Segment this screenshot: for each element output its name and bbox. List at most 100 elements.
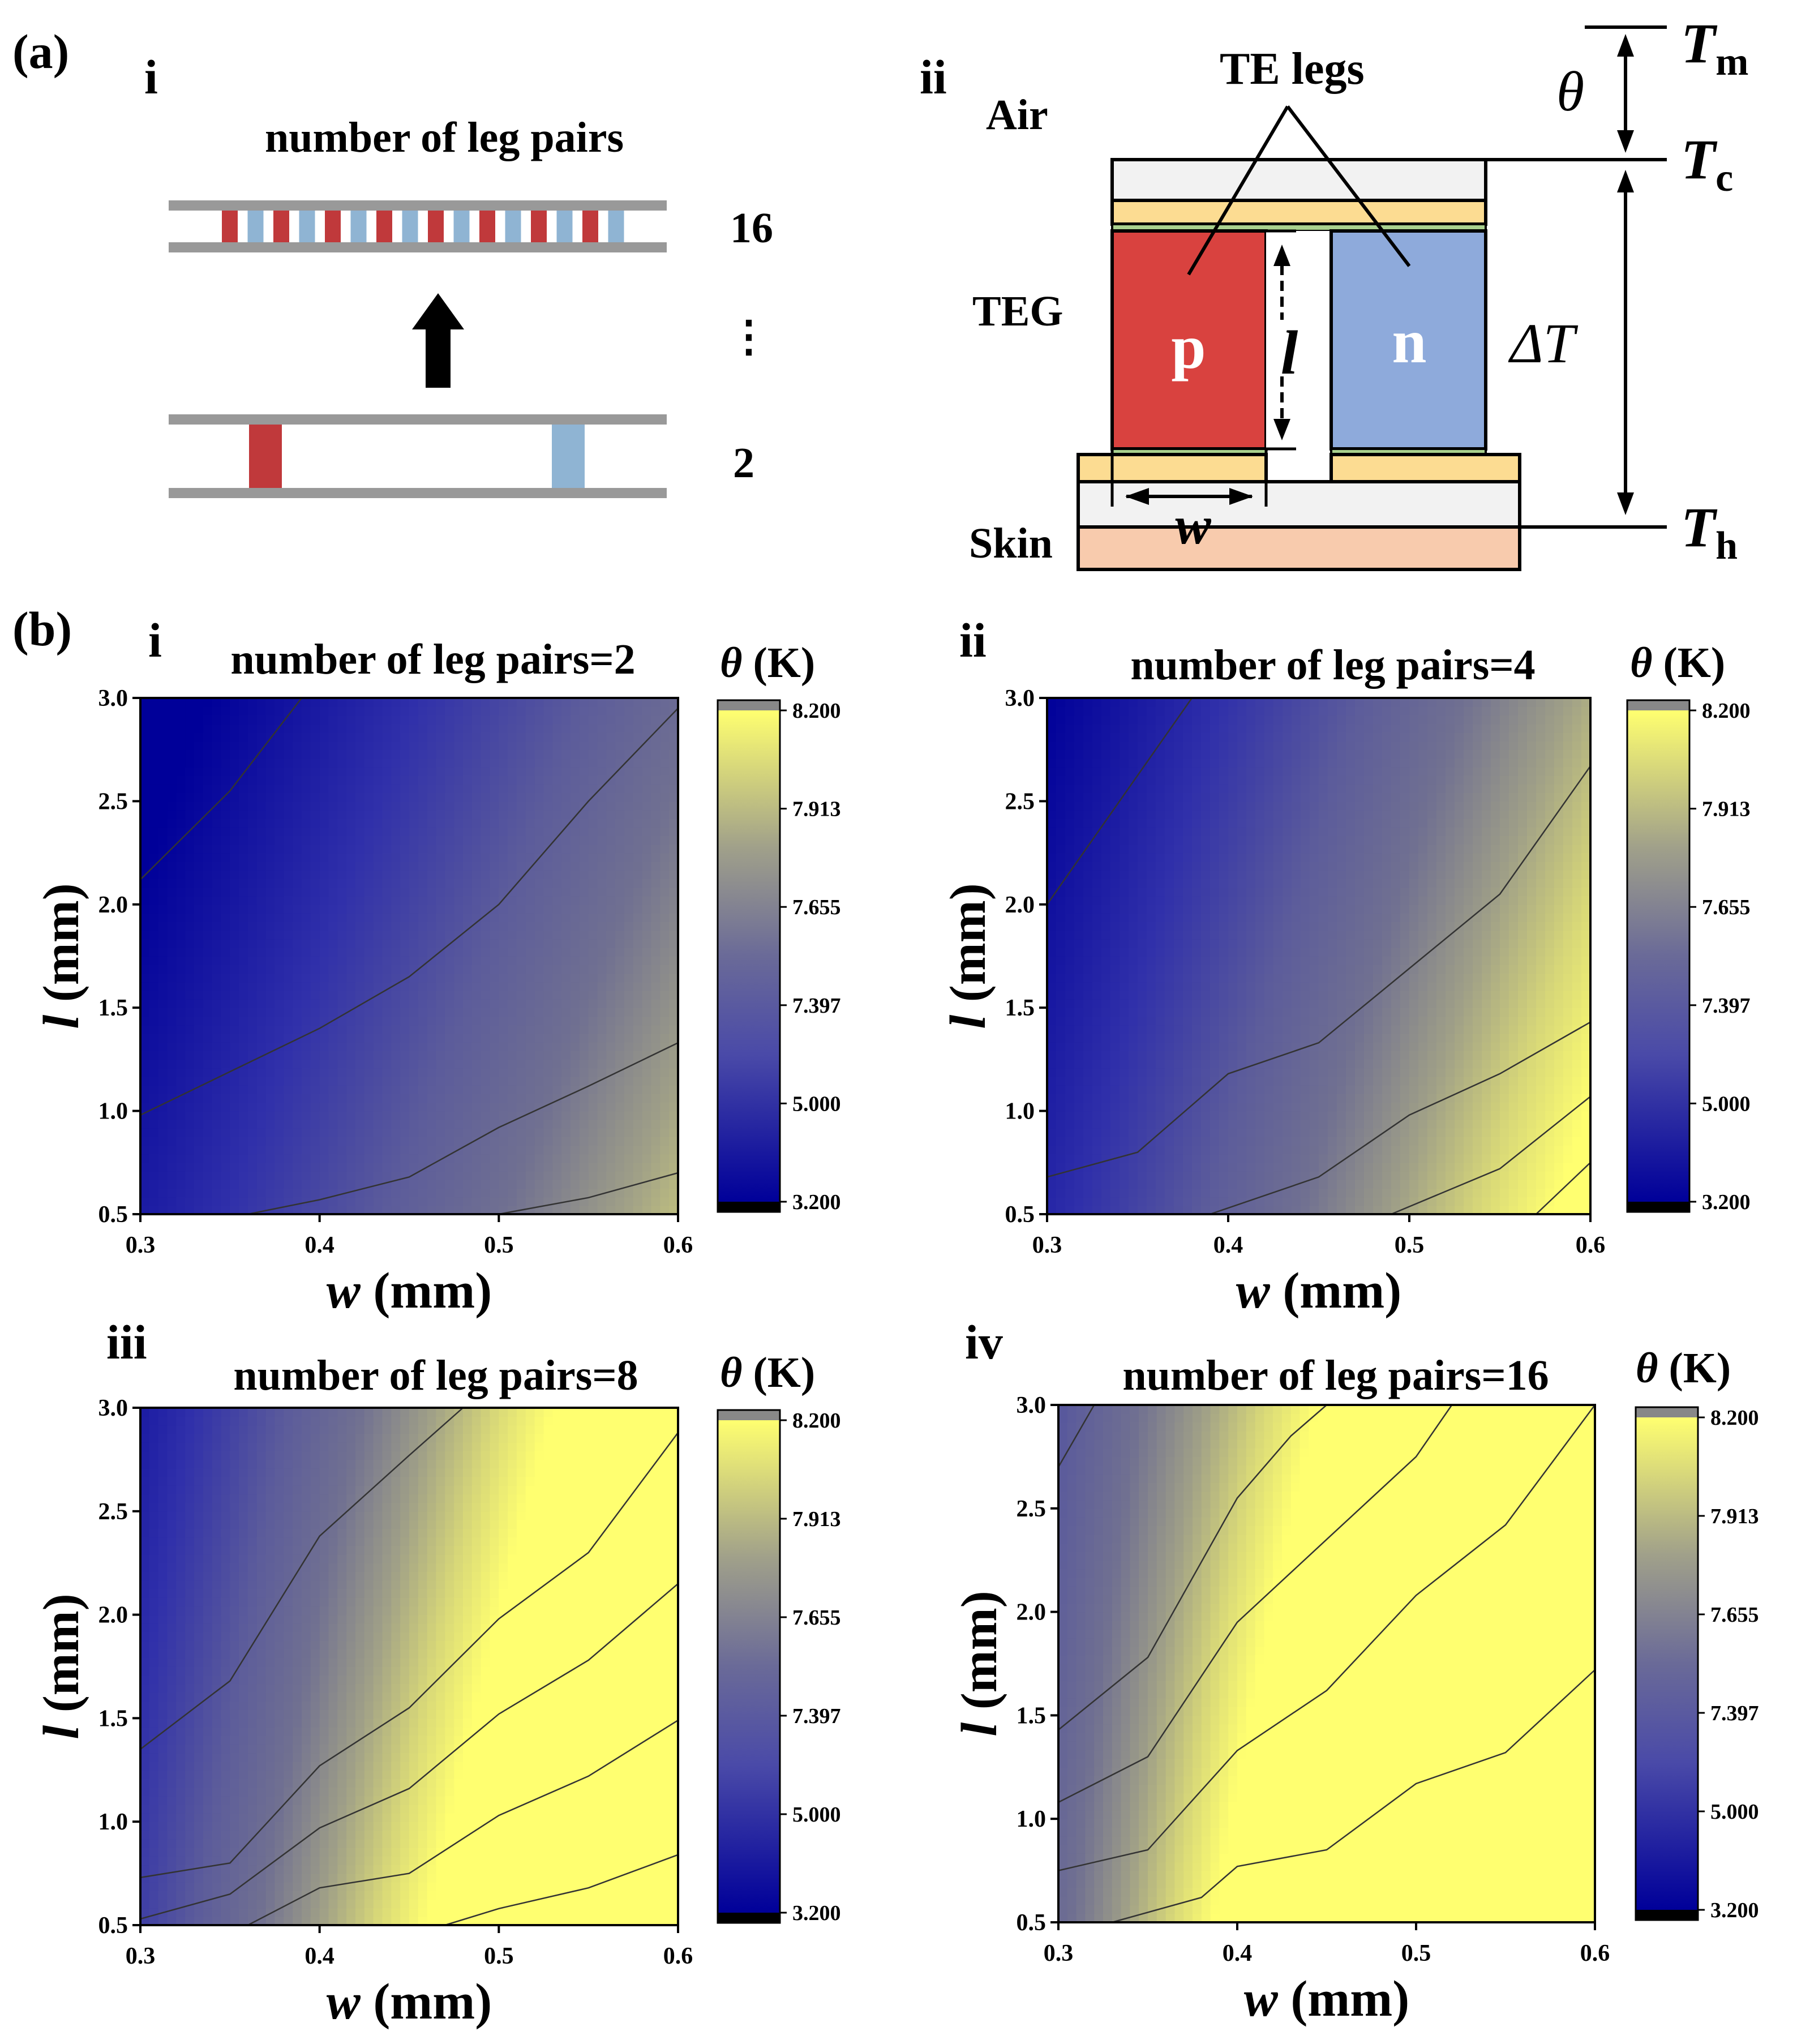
heatmap-cell: [1083, 1042, 1093, 1051]
heatmap-cell: [589, 922, 598, 931]
heatmap-cell: [302, 1051, 311, 1060]
heatmap-cell: [212, 999, 222, 1008]
heatmap-cell: [1120, 724, 1129, 733]
heatmap-cell: [561, 1077, 571, 1086]
heatmap-cell: [391, 870, 401, 879]
heatmap-cell: [633, 1016, 643, 1025]
heatmap-cell: [337, 965, 347, 974]
heatmap-cell: [1219, 724, 1229, 733]
heatmap-cell: [248, 1163, 258, 1172]
heatmap-cell: [329, 1059, 338, 1068]
heatmap-cell: [176, 749, 186, 759]
heatmap-cell: [490, 870, 500, 879]
heatmap-cell: [1101, 741, 1111, 750]
heatmap-cell: [221, 982, 231, 991]
heatmap-cell: [1147, 956, 1156, 965]
heatmap-cell: [589, 870, 598, 879]
heatmap-cell: [346, 1128, 356, 1137]
heatmap-cell: [1074, 810, 1084, 819]
heatmap-cell: [212, 767, 222, 776]
heatmap-cell: [436, 792, 446, 802]
heatmap-cell: [499, 1171, 508, 1180]
heatmap-cell: [1129, 749, 1138, 759]
heatmap-cell: [1065, 948, 1075, 957]
heatmap-cell: [158, 896, 168, 905]
heatmap-cell: [535, 1068, 544, 1077]
heatmap-cell: [1047, 999, 1057, 1008]
heatmap-cell: [212, 1102, 222, 1111]
heatmap-cell: [427, 999, 437, 1008]
heatmap-cell: [490, 767, 500, 776]
heatmap-cell: [194, 879, 204, 888]
heatmap-cell: [1174, 879, 1183, 888]
heatmap-cell: [1174, 767, 1183, 776]
heatmap-cell: [302, 948, 311, 957]
heatmap-cell: [1129, 732, 1138, 742]
heatmap-cell: [329, 1085, 338, 1094]
heatmap-cell: [212, 749, 222, 759]
heatmap-cell: [168, 1111, 177, 1120]
heatmap-cell: [1228, 1042, 1238, 1051]
heatmap-cell: [598, 706, 607, 715]
heatmap-cell: [176, 1077, 186, 1086]
heatmap-cell: [168, 801, 177, 810]
heatmap-cell: [544, 956, 554, 965]
heatmap-cell: [598, 767, 607, 776]
heatmap-cell: [221, 1145, 231, 1154]
heatmap-cell: [642, 896, 652, 905]
heatmap-cell: [176, 973, 186, 982]
heatmap-cell: [1174, 724, 1183, 733]
heatmap-cell: [1101, 1077, 1111, 1086]
heatmap-cell: [1083, 905, 1093, 914]
heatmap-cell: [221, 896, 231, 905]
heatmap-cell: [427, 732, 437, 742]
heatmap-cell: [391, 1094, 401, 1103]
heatmap-cell: [1210, 784, 1220, 793]
heatmap-cell: [508, 879, 517, 888]
heatmap-cell: [275, 982, 285, 991]
heatmap-cell: [391, 922, 401, 931]
heatmap-cell: [561, 1111, 571, 1120]
heatmap-cell: [1101, 1102, 1111, 1111]
heatmap-cell: [185, 819, 195, 828]
heatmap-cell: [1147, 715, 1156, 724]
heatmap-cell: [364, 1034, 374, 1043]
heatmap-cell: [526, 1085, 535, 1094]
heatmap-cell: [1192, 922, 1202, 931]
heatmap-cell: [589, 1137, 598, 1146]
heatmap-cell: [606, 1128, 616, 1137]
heatmap-cell: [517, 835, 526, 845]
heatmap-cell: [472, 1008, 482, 1017]
heatmap-cell: [239, 1197, 248, 1206]
heatmap-cell: [454, 715, 464, 724]
heatmap-cell: [203, 948, 213, 957]
heatmap-cell: [633, 698, 643, 707]
heatmap-cell: [158, 905, 168, 914]
heatmap-cell: [642, 801, 652, 810]
heatmap-cell: [499, 741, 508, 750]
heatmap-cell: [1165, 1085, 1174, 1094]
heatmap-cell: [1065, 853, 1075, 862]
heatmap-cell: [1174, 1145, 1183, 1154]
heatmap-cell: [1174, 827, 1183, 836]
heatmap-cell: [1156, 758, 1165, 767]
heatmap-cell: [445, 1120, 454, 1129]
heatmap-cell: [436, 1068, 446, 1077]
heatmap-cell: [1228, 1059, 1238, 1068]
heatmap-cell: [1083, 870, 1093, 879]
heatmap-cell: [544, 939, 554, 948]
heatmap-cell: [194, 1034, 204, 1043]
heatmap-cell: [1183, 973, 1193, 982]
heatmap-cell: [176, 1102, 186, 1111]
heatmap-cell: [221, 810, 231, 819]
heatmap-cell: [275, 767, 285, 776]
heatmap-cell: [481, 1025, 491, 1034]
heatmap-cell: [1147, 741, 1156, 750]
heatmap-cell: [257, 965, 267, 974]
heatmap-cell: [284, 1163, 293, 1172]
heatmap-cell: [598, 732, 607, 742]
heatmap-cell: [517, 1197, 526, 1206]
heatmap-cell: [589, 1171, 598, 1180]
heatmap-cell: [445, 827, 454, 836]
